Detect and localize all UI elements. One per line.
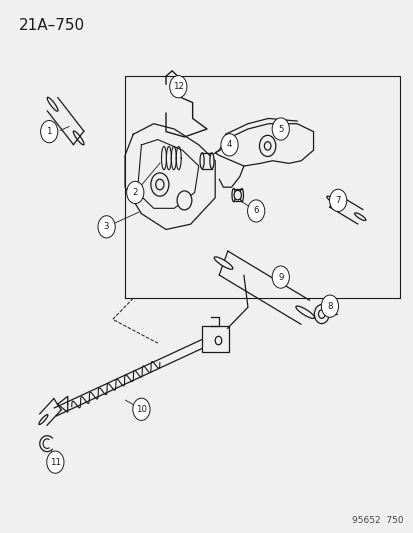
Circle shape	[177, 191, 191, 210]
Circle shape	[247, 200, 264, 222]
FancyBboxPatch shape	[202, 326, 228, 352]
Circle shape	[271, 118, 289, 140]
Ellipse shape	[47, 98, 58, 111]
Circle shape	[126, 181, 144, 204]
Circle shape	[155, 179, 164, 190]
Text: 10: 10	[135, 405, 147, 414]
Text: 1: 1	[46, 127, 52, 136]
Text: 4: 4	[226, 140, 232, 149]
Circle shape	[320, 295, 338, 317]
Circle shape	[259, 135, 275, 157]
Ellipse shape	[73, 131, 84, 145]
Text: 7: 7	[335, 196, 340, 205]
Ellipse shape	[326, 196, 337, 204]
Circle shape	[47, 451, 64, 473]
Circle shape	[40, 120, 58, 143]
Ellipse shape	[354, 213, 365, 221]
Text: 21A–750: 21A–750	[19, 18, 84, 33]
Circle shape	[98, 216, 115, 238]
Ellipse shape	[214, 257, 232, 269]
Text: 11: 11	[50, 458, 61, 467]
Circle shape	[264, 142, 270, 150]
Circle shape	[313, 304, 328, 324]
Text: 2: 2	[132, 188, 138, 197]
Text: 9: 9	[278, 272, 283, 281]
Circle shape	[215, 336, 221, 345]
Circle shape	[133, 398, 150, 421]
Circle shape	[271, 266, 289, 288]
Ellipse shape	[240, 189, 243, 201]
Text: 8: 8	[326, 302, 332, 311]
Text: 12: 12	[172, 82, 183, 91]
Ellipse shape	[295, 306, 314, 318]
Circle shape	[329, 189, 346, 212]
Text: 3: 3	[104, 222, 109, 231]
Ellipse shape	[39, 415, 48, 425]
Circle shape	[150, 173, 169, 196]
Circle shape	[169, 76, 186, 98]
Ellipse shape	[231, 189, 235, 201]
Ellipse shape	[199, 153, 204, 168]
Text: 95652  750: 95652 750	[351, 515, 403, 524]
Circle shape	[233, 190, 241, 200]
Text: 6: 6	[253, 206, 258, 215]
Circle shape	[221, 134, 237, 156]
Text: 5: 5	[278, 125, 283, 133]
Circle shape	[318, 310, 324, 318]
Ellipse shape	[209, 153, 214, 168]
